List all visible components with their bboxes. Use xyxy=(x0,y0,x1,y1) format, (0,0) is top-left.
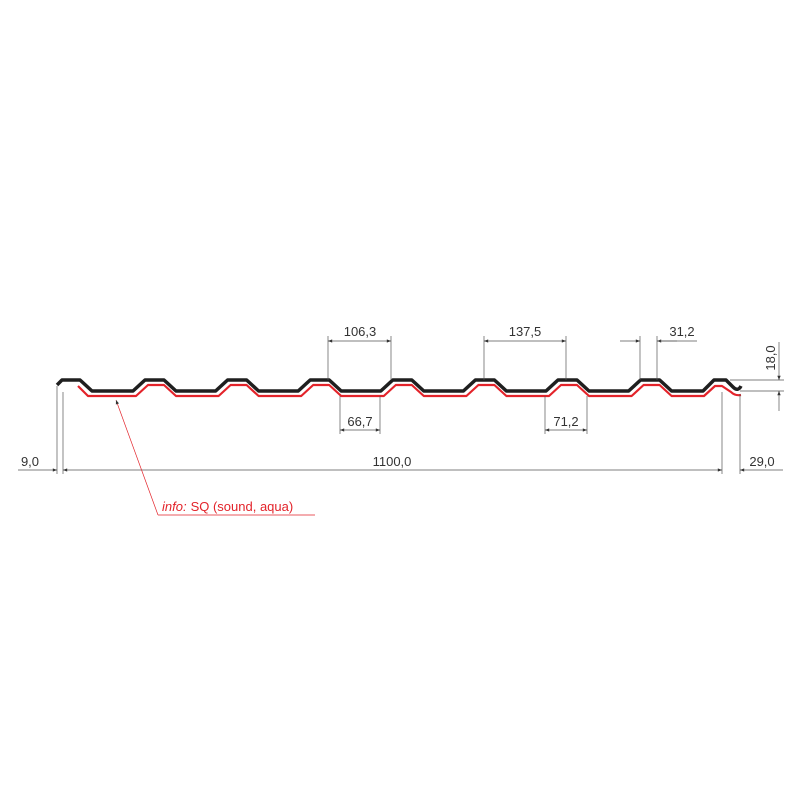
info-annotation: info: SQ (sound, aqua) xyxy=(115,399,315,516)
dimension-valley-a: 66,7 xyxy=(339,396,381,434)
dimension-crest-width: 31,2 xyxy=(620,324,697,380)
info-text: SQ (sound, aqua) xyxy=(191,499,294,514)
coating-profile-line xyxy=(77,383,742,398)
dimension-label: 31,2 xyxy=(669,324,694,339)
dimension-right-overhang: 29,0 xyxy=(739,454,783,472)
dimension-label: 9,0 xyxy=(21,454,39,469)
dimension-label: 66,7 xyxy=(347,414,372,429)
info-prefix: info: xyxy=(162,499,187,514)
dimension-total-width: 1100,0 xyxy=(56,386,741,474)
dimension-label: 29,0 xyxy=(749,454,774,469)
dimension-pitch: 137,5 xyxy=(483,324,567,380)
dimension-height: 18,0 xyxy=(730,342,784,411)
dimension-left-overhang: 9,0 xyxy=(18,454,58,472)
dimension-label: 137,5 xyxy=(509,324,542,339)
dimension-label: 106,3 xyxy=(344,324,377,339)
dimension-label: 71,2 xyxy=(553,414,578,429)
dimension-valley-b: 71,2 xyxy=(544,396,588,434)
dimension-label: 1100,0 xyxy=(373,454,412,469)
sheet-profile-line xyxy=(55,378,743,393)
svg-text:info:SQ (sound, aqua): info: SQ (sound, aqua) xyxy=(162,499,293,514)
dimension-crest-span: 106,3 xyxy=(327,324,392,380)
dimension-label: 18,0 xyxy=(763,345,778,370)
